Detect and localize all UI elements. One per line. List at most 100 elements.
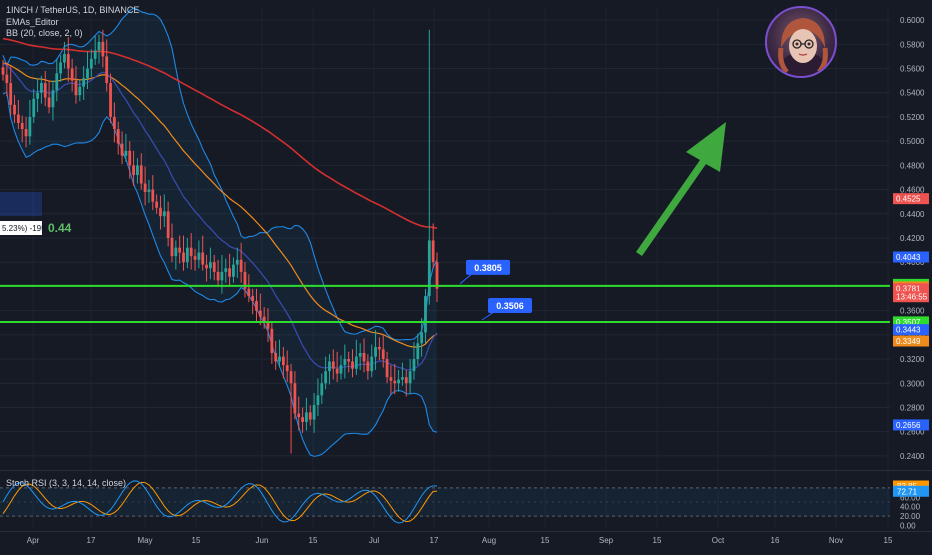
ema-200-line (2, 37, 438, 229)
candle (151, 189, 155, 202)
price-tag (893, 283, 929, 295)
candle (132, 165, 135, 176)
y-tick-label: 0.3600 (900, 307, 925, 316)
price-tag-label: 0.3781 (896, 285, 921, 294)
candle (28, 116, 32, 137)
candle (339, 365, 343, 374)
candle (109, 83, 112, 117)
candle (20, 123, 24, 130)
candle (32, 98, 36, 117)
candle (78, 86, 82, 96)
stoch-rsi-label[interactable]: Stoch RSI (3, 3, 14, 14, close) (6, 478, 127, 488)
candle (170, 238, 174, 257)
y-tick-label: 0.5600 (900, 65, 925, 74)
y-tick-label: 0.5400 (900, 89, 925, 98)
candle (55, 73, 59, 91)
candle (297, 413, 301, 418)
candle (101, 41, 105, 57)
x-tick-label: Jul (369, 536, 379, 545)
candle (343, 359, 347, 366)
ema-indicator-label[interactable]: EMAs_Editor (6, 17, 59, 27)
candle (193, 256, 197, 260)
y-tick-label: 0.3000 (900, 379, 925, 388)
candle (235, 259, 239, 265)
candle (308, 412, 312, 420)
candle (389, 377, 393, 381)
candle (9, 83, 13, 105)
candle (251, 296, 255, 301)
candle (197, 252, 201, 260)
rsi-tick-label: 40.00 (900, 503, 921, 512)
candle (270, 328, 274, 353)
candle (255, 300, 258, 311)
candle (381, 349, 385, 360)
rsi-value-tag (893, 485, 929, 497)
avatar-portrait-icon (778, 18, 828, 76)
candle (166, 211, 170, 238)
candle (89, 58, 93, 69)
position-label: 5.23%) -195 (2, 224, 46, 233)
avatar (765, 6, 837, 78)
candle (178, 247, 182, 253)
bb-lower-band (2, 91, 438, 457)
rsi-value-label: 72.71 (897, 487, 918, 496)
candle (285, 365, 289, 372)
candle (220, 271, 224, 281)
candle (243, 271, 247, 289)
candle (124, 150, 128, 156)
candle (185, 247, 189, 263)
x-tick-label: Jun (256, 536, 269, 545)
candle (362, 353, 366, 362)
candle (224, 268, 228, 272)
level-leader-line (459, 273, 473, 285)
candle (36, 92, 39, 99)
price-tag (893, 419, 929, 431)
candle (74, 80, 78, 96)
rsi-tick-label: 0.00 (900, 522, 916, 531)
x-tick-label: 16 (771, 536, 780, 545)
candle (228, 268, 232, 277)
candle (281, 356, 285, 366)
candle (335, 368, 339, 374)
candle (293, 383, 297, 414)
price-tag (893, 335, 929, 347)
candle (208, 262, 212, 269)
candle (1, 67, 5, 75)
candle (347, 359, 351, 362)
candle (105, 56, 109, 84)
candle (420, 332, 424, 344)
candle (262, 316, 266, 323)
candle (351, 361, 354, 369)
candle (416, 343, 420, 360)
y-tick-label: 0.5800 (900, 40, 925, 49)
candle (216, 271, 220, 281)
y-tick-label: 0.4600 (900, 186, 925, 195)
candle (239, 259, 243, 272)
candle (366, 361, 370, 372)
bb-indicator-label[interactable]: BB (20, close, 2, 0) (6, 28, 83, 38)
candle (301, 417, 304, 422)
candle (189, 247, 193, 257)
candle (162, 211, 166, 217)
candle (324, 371, 328, 384)
price-tag (893, 251, 929, 263)
candle (354, 356, 358, 369)
price-tag (893, 316, 929, 328)
x-tick-label: Sep (599, 536, 614, 545)
candle (66, 54, 70, 69)
candle (5, 74, 9, 84)
candle (316, 395, 320, 406)
y-tick-label: 0.5200 (900, 113, 925, 122)
candle (51, 90, 55, 108)
candle (97, 41, 101, 51)
level-label-box (488, 298, 532, 314)
y-tick-label: 0.4400 (900, 210, 925, 219)
candle (328, 361, 331, 372)
y-tick-label: 0.3200 (900, 355, 925, 364)
x-tick-label: 15 (541, 536, 550, 545)
level-leader-line (481, 311, 495, 321)
candle (155, 201, 159, 208)
symbol-title: 1INCH / TetherUS, 1D, BINANCE (6, 5, 140, 15)
